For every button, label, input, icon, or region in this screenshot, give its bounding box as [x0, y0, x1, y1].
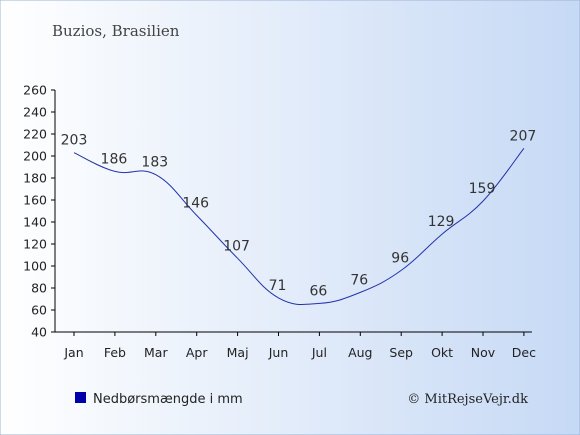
data-label: 186 — [101, 151, 128, 167]
x-tick-label: Jan — [63, 345, 83, 360]
data-label: 203 — [61, 133, 88, 149]
data-label: 107 — [223, 238, 250, 254]
y-tick-label: 260 — [23, 83, 47, 98]
data-label: 146 — [182, 195, 209, 211]
y-tick-label: 220 — [23, 127, 47, 142]
y-tick-label: 160 — [23, 193, 47, 208]
data-label: 183 — [141, 155, 168, 171]
data-labels: 203 186 183 146 107 71 66 76 96 129 159 207 — [61, 128, 537, 299]
data-label: 207 — [510, 128, 537, 144]
x-tick-label: Maj — [227, 345, 249, 360]
x-tick-label: Dec — [512, 345, 536, 360]
y-tick-label: 240 — [23, 105, 47, 120]
y-tick-label: 40 — [31, 325, 47, 340]
y-tick-label: 180 — [23, 171, 47, 186]
x-tick-label: Jun — [268, 345, 289, 360]
y-tick-label: 80 — [31, 281, 47, 296]
copyright-text: © MitRejseVejr.dk — [407, 392, 528, 407]
y-tick-label: 120 — [23, 237, 47, 252]
y-tick-label: 200 — [23, 149, 47, 164]
data-label: 129 — [428, 214, 455, 230]
legend-swatch — [75, 392, 86, 403]
x-tick-label: Nov — [471, 345, 496, 360]
y-tick-label: 140 — [23, 215, 47, 230]
data-label: 66 — [309, 283, 327, 299]
series-line — [73, 147, 525, 306]
axes — [54, 90, 532, 333]
chart-title: Buzios, Brasilien — [52, 22, 180, 40]
series-group — [73, 147, 525, 306]
y-tick-label: 100 — [23, 259, 47, 274]
legend-label: Nedbørsmængde i mm — [93, 392, 243, 407]
x-tick-label: Apr — [186, 345, 208, 360]
data-label: 76 — [350, 272, 368, 288]
x-tick-label: Aug — [348, 345, 372, 360]
data-label: 71 — [269, 278, 287, 294]
x-tick-label: Mar — [144, 345, 168, 360]
data-label: 96 — [391, 250, 409, 266]
x-tick-label: Feb — [104, 345, 126, 360]
x-tick-label: Okt — [431, 345, 453, 360]
y-tick-label: 60 — [31, 303, 47, 318]
x-axis-ticks: Jan Feb Mar Apr Maj Jun Jul Aug Sep Okt Nov Dec — [63, 332, 536, 360]
x-tick-label: Sep — [389, 345, 413, 360]
data-label: 159 — [469, 181, 496, 197]
x-tick-label: Jul — [311, 345, 327, 360]
y-axis-ticks: 40 60 80 100 120 140 160 180 200 220 240 260 — [23, 83, 55, 340]
